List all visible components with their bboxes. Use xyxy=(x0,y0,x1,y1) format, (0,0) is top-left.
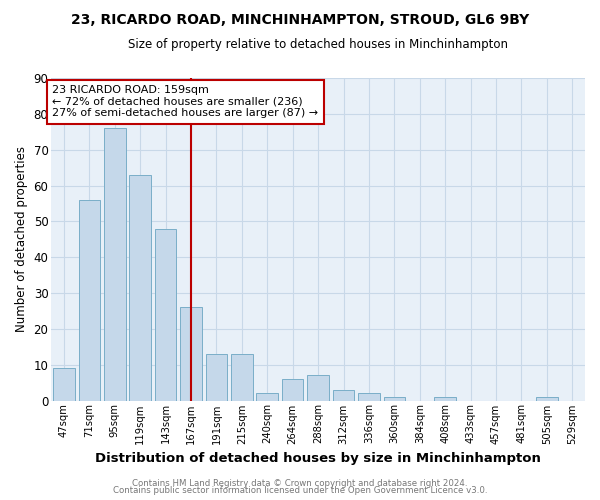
X-axis label: Distribution of detached houses by size in Minchinhampton: Distribution of detached houses by size … xyxy=(95,452,541,465)
Bar xyxy=(256,394,278,400)
Bar xyxy=(333,390,355,400)
Bar xyxy=(434,397,456,400)
Title: Size of property relative to detached houses in Minchinhampton: Size of property relative to detached ho… xyxy=(128,38,508,51)
Bar xyxy=(104,128,125,400)
Text: 23, RICARDO ROAD, MINCHINHAMPTON, STROUD, GL6 9BY: 23, RICARDO ROAD, MINCHINHAMPTON, STROUD… xyxy=(71,12,529,26)
Bar xyxy=(53,368,75,400)
Bar xyxy=(155,228,176,400)
Bar xyxy=(231,354,253,401)
Bar xyxy=(307,376,329,400)
Bar xyxy=(130,175,151,400)
Text: Contains public sector information licensed under the Open Government Licence v3: Contains public sector information licen… xyxy=(113,486,487,495)
Bar xyxy=(180,308,202,400)
Text: 23 RICARDO ROAD: 159sqm
← 72% of detached houses are smaller (236)
27% of semi-d: 23 RICARDO ROAD: 159sqm ← 72% of detache… xyxy=(52,85,319,118)
Bar xyxy=(358,394,380,400)
Bar xyxy=(79,200,100,400)
Y-axis label: Number of detached properties: Number of detached properties xyxy=(15,146,28,332)
Bar xyxy=(383,397,405,400)
Bar xyxy=(536,397,557,400)
Bar xyxy=(206,354,227,401)
Text: Contains HM Land Registry data © Crown copyright and database right 2024.: Contains HM Land Registry data © Crown c… xyxy=(132,478,468,488)
Bar xyxy=(282,379,304,400)
